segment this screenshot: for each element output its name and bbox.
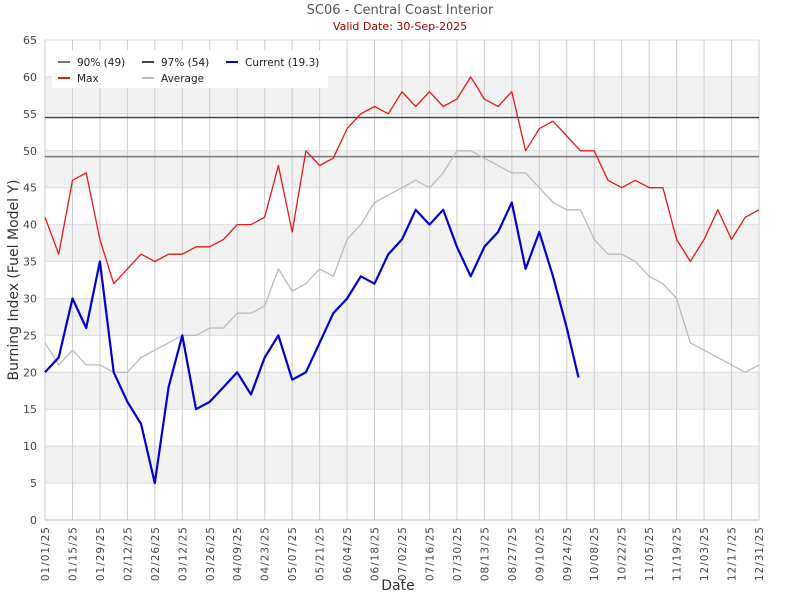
legend-entry: Max: [77, 73, 99, 85]
x-tick-label: 04/23/25: [260, 526, 272, 581]
x-tick-label: 12/17/25: [727, 526, 739, 581]
y-tick-label: 45: [23, 182, 37, 195]
y-tick-label: 60: [23, 71, 37, 84]
chart-title: SC06 - Central Coast Interior: [306, 3, 494, 18]
series-line-current: [44, 201, 580, 485]
y-tick-label: 50: [23, 145, 37, 158]
y-tick-label: 35: [23, 256, 37, 269]
y-tick-label: 15: [23, 403, 37, 416]
x-tick-label: 11/05/25: [644, 526, 656, 581]
x-tick-label: 10/22/25: [617, 526, 629, 581]
x-axis-label: Date: [381, 578, 414, 594]
y-tick-label: 25: [23, 329, 37, 342]
x-tick-label: 07/16/25: [424, 526, 436, 581]
x-tick-label: 06/18/25: [370, 526, 382, 581]
x-tick-label: 07/02/25: [397, 526, 409, 581]
series-line-max: [44, 76, 760, 285]
y-tick-label: 40: [23, 219, 37, 232]
x-tick-label: 01/15/25: [67, 526, 79, 581]
x-tick-label: 08/13/25: [479, 526, 491, 581]
chart-subtitle: Valid Date: 30-Sep-2025: [332, 20, 468, 33]
x-tick-label: 01/29/25: [95, 526, 107, 581]
x-tick-label: 07/30/25: [452, 526, 464, 581]
x-tick-label: 03/26/25: [205, 526, 217, 581]
x-tick-label: 11/19/25: [672, 526, 684, 581]
x-tick-label: 05/21/25: [315, 526, 327, 581]
legend-entry: 97% (54): [161, 57, 209, 69]
x-tick-label: 04/09/25: [232, 526, 244, 581]
y-tick-label: 10: [23, 440, 37, 453]
series-line-average: [44, 150, 760, 373]
y-tick-label: 55: [23, 108, 37, 121]
x-tick-label: 05/07/25: [287, 526, 299, 581]
x-tick-label: 01/01/25: [40, 526, 52, 581]
x-tick-label: 12/31/25: [754, 526, 766, 581]
x-tick-label: 02/12/25: [122, 526, 134, 581]
legend-entry: 90% (49): [77, 57, 125, 69]
y-axis-label: Burning Index (Fuel Model Y): [6, 179, 22, 380]
x-tick-label: 06/04/25: [342, 526, 354, 581]
legend-entry: Current (19.3): [245, 57, 319, 69]
x-tick-label: 12/03/25: [699, 526, 711, 581]
y-tick-label: 20: [23, 366, 37, 379]
x-tick-label: 09/10/25: [534, 526, 546, 581]
x-tick-label: 10/08/25: [589, 526, 601, 581]
y-tick-label: 65: [23, 34, 37, 47]
x-tick-label: 08/27/25: [507, 526, 519, 581]
x-tick-label: 02/26/25: [150, 526, 162, 581]
legend-entry: Average: [161, 73, 204, 85]
x-tick-label: 03/12/25: [177, 526, 189, 581]
y-tick-label: 30: [23, 292, 37, 305]
x-tick-label: 09/24/25: [562, 526, 574, 581]
y-tick-label: 5: [30, 477, 37, 490]
y-tick-label: 0: [30, 514, 37, 527]
legend-box: [52, 50, 328, 88]
